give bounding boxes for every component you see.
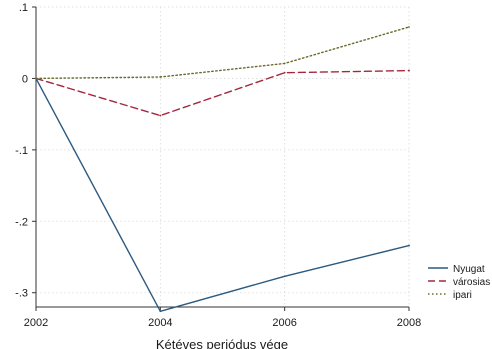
y-tick-label: -.2 — [15, 216, 28, 228]
data-point-series-0 — [283, 275, 286, 278]
x-tick-label: 2004 — [148, 317, 172, 329]
x-axis-title: Kétéves periódus vége — [156, 337, 288, 349]
axes — [32, 6, 410, 311]
data-point-series-2 — [35, 77, 37, 80]
legend-label: ipari — [453, 290, 472, 301]
data-point-series-2 — [159, 76, 162, 78]
series-lines — [35, 26, 410, 313]
data-point-series-2 — [283, 62, 286, 65]
y-tick-label: .1 — [19, 2, 28, 14]
y-tick-label: -.1 — [15, 145, 28, 157]
x-tick-label: 2002 — [24, 317, 48, 329]
x-tick-label: 2006 — [272, 317, 296, 329]
y-tick-label: 0 — [22, 73, 28, 85]
legend: Nyugat városias ipari — [428, 264, 490, 301]
data-point-series-0 — [408, 244, 410, 247]
data-point-series-1 — [159, 114, 162, 117]
series-line-2 — [35, 26, 410, 80]
grid-lines — [35, 6, 410, 307]
tick-labels: .1 0 -.1 -.2 -.3 2002 2004 2006 2008 — [15, 2, 421, 329]
series-line-1 — [35, 69, 410, 117]
series-line-0 — [35, 77, 410, 312]
y-tick-label: -.3 — [15, 288, 28, 300]
data-point-series-1 — [408, 69, 410, 72]
legend-label: Nyugat — [453, 264, 485, 275]
data-point-series-0 — [159, 310, 162, 313]
data-point-series-1 — [283, 71, 286, 74]
data-point-series-2 — [408, 26, 410, 28]
legend-label: városias — [453, 277, 490, 288]
x-tick-label: 2008 — [397, 317, 421, 329]
